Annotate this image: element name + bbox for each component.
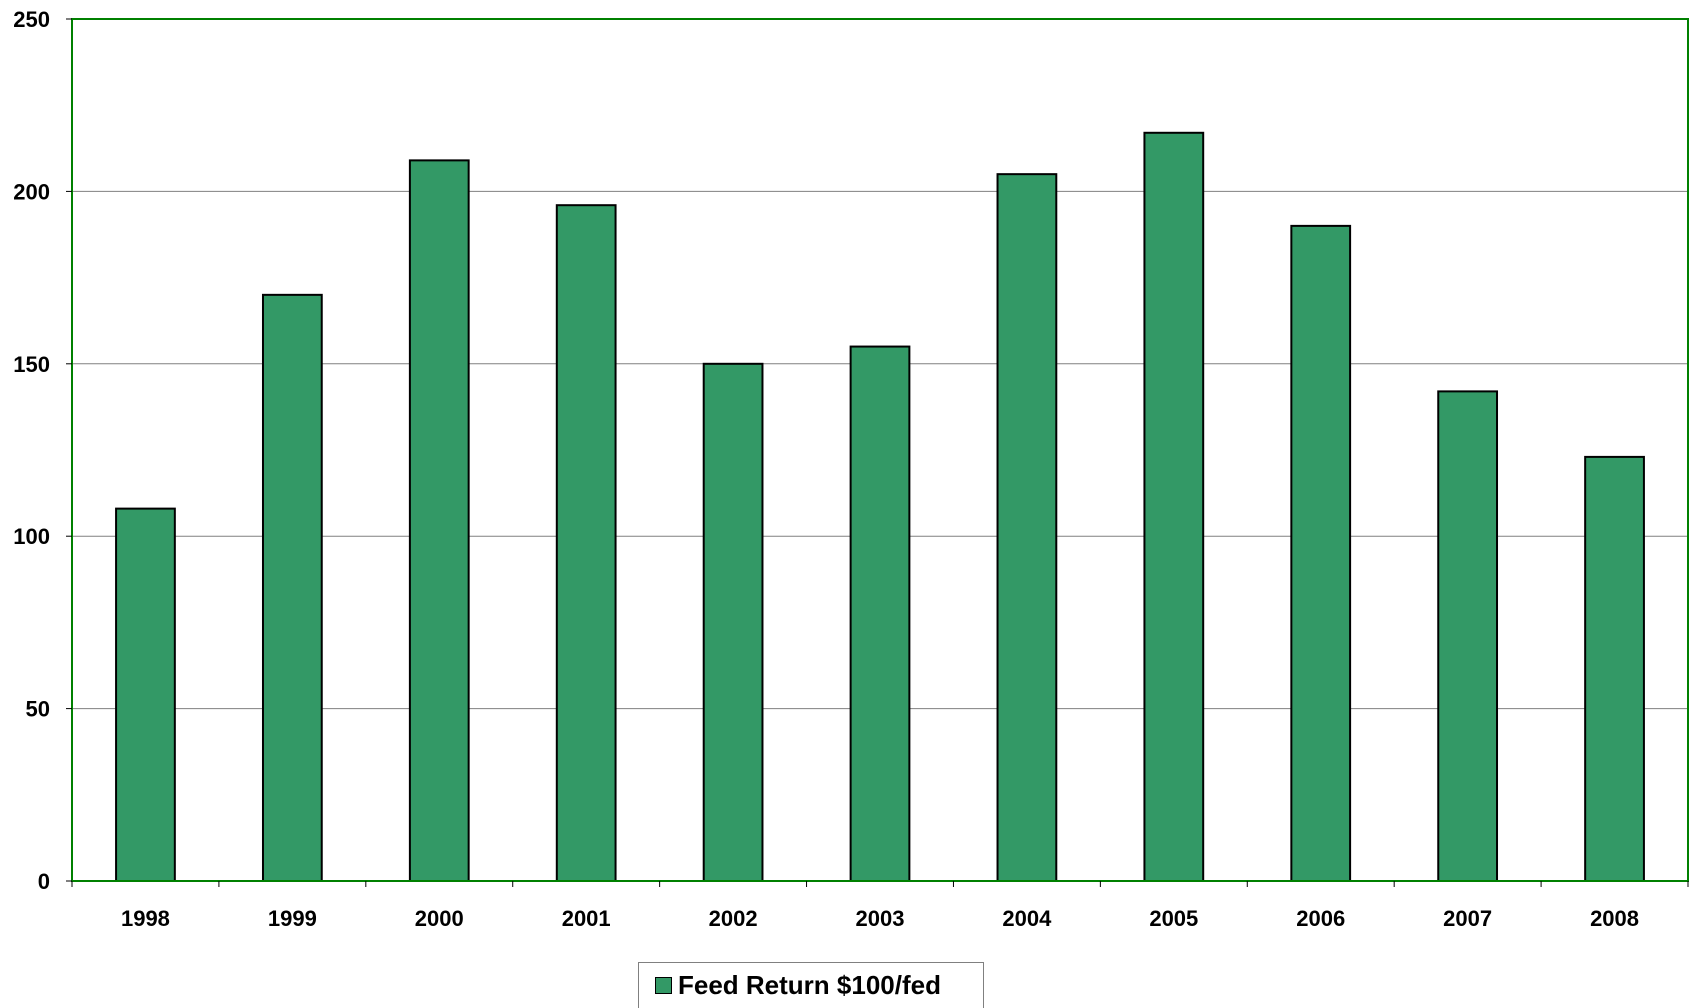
y-tick-label: 100 — [13, 524, 50, 549]
x-tick-label: 2001 — [562, 906, 611, 931]
x-tick-label: 2004 — [1002, 906, 1052, 931]
x-axis-tick-labels: 1998 1999 2000 2001 2002 2003 2004 2005 2006 2007… — [121, 906, 1639, 931]
bars — [115, 131, 1645, 883]
y-tick-label: 250 — [13, 7, 50, 32]
x-tick-label: 2005 — [1149, 906, 1198, 931]
bar-2005 — [1143, 131, 1205, 882]
bar-2007 — [1437, 390, 1499, 882]
x-tick-label: 1999 — [268, 906, 317, 931]
bar-2000 — [408, 159, 470, 883]
bar-2004 — [996, 173, 1058, 883]
plot-area-border — [71, 18, 1689, 882]
x-tick-label: 2008 — [1590, 906, 1639, 931]
bar-1999 — [261, 293, 323, 882]
x-tick-label: 1998 — [121, 906, 170, 931]
y-tick-label: 150 — [13, 352, 50, 377]
bar-chart: 0 50 100 150 200 250 1998 1999 2000 2001 2002 2003… — [13, 7, 1689, 931]
bar-1998 — [115, 507, 176, 882]
x-tick-label: 2002 — [709, 906, 758, 931]
y-tick-label: 200 — [13, 179, 50, 204]
bar-2006 — [1290, 224, 1352, 882]
x-tick-label: 2006 — [1296, 906, 1345, 931]
bar-2001 — [555, 204, 617, 882]
legend-swatch — [655, 977, 672, 994]
x-tick-label: 2000 — [415, 906, 464, 931]
bar-2002 — [702, 362, 764, 882]
y-tick-label: 0 — [38, 869, 50, 894]
y-axis-tick-labels: 0 50 100 150 200 250 — [13, 7, 50, 894]
legend: Feed Return $100/fed — [638, 962, 984, 1008]
x-tick-label: 2003 — [856, 906, 905, 931]
axis-ticks — [66, 18, 1689, 887]
legend-label: Feed Return $100/fed — [678, 970, 941, 1000]
x-tick-label: 2007 — [1443, 906, 1492, 931]
bar-2003 — [849, 345, 911, 882]
bar-2008 — [1584, 455, 1645, 882]
y-tick-label: 50 — [26, 697, 50, 722]
